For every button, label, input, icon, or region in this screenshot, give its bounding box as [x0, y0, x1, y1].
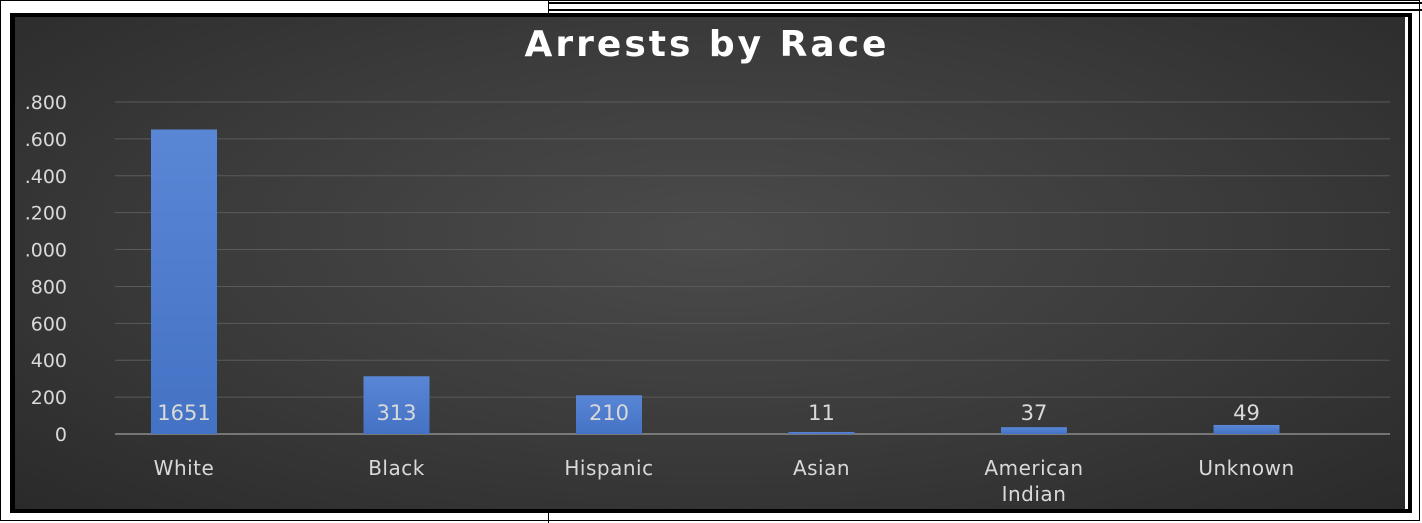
y-tick-label: 600: [31, 313, 67, 335]
gridlines: [115, 101, 1390, 435]
y-tick-label: .400: [25, 166, 67, 188]
bar-hispanic: [576, 395, 642, 434]
x-tick-label: American Indian: [984, 456, 1083, 506]
y-tick-label: .200: [25, 203, 67, 225]
column-divider-top: [548, 0, 549, 14]
y-tick-label: 400: [31, 350, 67, 372]
data-label: 1651: [157, 401, 210, 425]
x-tick-label: Asian: [793, 456, 850, 480]
data-label: 313: [376, 401, 416, 425]
x-tick-label: Black: [368, 456, 425, 480]
data-label: 11: [808, 401, 835, 425]
data-labels: 1651 313 210 11 37 49: [157, 401, 1260, 425]
chart-right-edge: [1405, 17, 1408, 509]
y-tick-label: 0: [55, 424, 67, 446]
y-tick-label: .600: [25, 129, 67, 151]
data-label: 37: [1021, 401, 1048, 425]
chart-title: Arrests by Race: [525, 24, 890, 65]
bar-unknown: [1213, 424, 1280, 434]
data-label: 210: [589, 401, 629, 425]
y-tick-label: .000: [25, 240, 67, 262]
data-label: 49: [1233, 401, 1260, 425]
y-axis-tick-labels: 0 200 400 600 800 .000 .200 .400 .600 .800: [25, 92, 67, 446]
bar-chart: Arrests by Race 0 200 400 600 800 .000 .200 .40…: [25, 24, 1390, 506]
bar-american-indian: [1001, 427, 1067, 434]
chart-background: [15, 17, 1408, 509]
y-tick-label: 200: [31, 387, 67, 409]
x-axis-category-labels: White Black Hispanic Asian American Indian Unk…: [154, 456, 1295, 506]
y-tick-label: .800: [25, 92, 67, 114]
bar-asian: [788, 431, 855, 434]
x-tick-label: Unknown: [1198, 456, 1294, 480]
x-tick-label: Hispanic: [564, 456, 653, 480]
x-tick-label: White: [154, 456, 215, 480]
y-tick-label: 800: [31, 276, 67, 298]
top-divider: [548, 0, 1422, 12]
bar-white: [151, 129, 217, 434]
bar-black: [363, 376, 430, 434]
column-divider-bottom: [548, 511, 549, 523]
bars: [151, 129, 1280, 434]
